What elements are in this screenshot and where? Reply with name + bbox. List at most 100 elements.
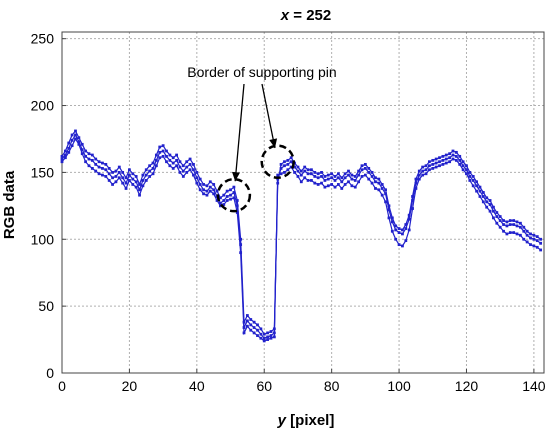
data-point	[438, 164, 441, 168]
data-point	[165, 149, 168, 153]
data-point	[471, 179, 475, 182]
data-point	[336, 176, 340, 180]
data-point	[461, 168, 465, 172]
data-point	[535, 239, 539, 243]
data-point	[107, 167, 111, 170]
data-point	[431, 167, 435, 170]
data-point	[107, 172, 111, 176]
data-point	[350, 184, 354, 188]
data-point	[502, 229, 505, 233]
data-point	[370, 171, 374, 174]
data-point	[539, 241, 543, 245]
data-point	[67, 141, 71, 145]
data-point	[272, 335, 276, 339]
data-point	[215, 199, 219, 202]
data-point	[148, 175, 152, 178]
data-point	[522, 229, 526, 233]
data-point	[458, 158, 462, 162]
data-point	[508, 231, 512, 234]
data-point	[313, 181, 317, 185]
data-point	[198, 183, 202, 186]
data-point	[380, 183, 384, 186]
data-point	[343, 172, 347, 176]
data-point	[80, 142, 84, 146]
data-point	[525, 233, 529, 237]
data-point	[104, 168, 108, 172]
data-point	[205, 189, 209, 193]
data-point	[229, 188, 232, 192]
data-point	[161, 154, 165, 158]
annotation-arrow	[234, 83, 245, 182]
data-point	[195, 176, 199, 180]
data-point	[131, 177, 135, 181]
y-tick-label: 250	[31, 31, 55, 47]
data-point	[529, 232, 532, 236]
chart-title: x = 252	[280, 7, 331, 24]
data-point	[475, 184, 478, 188]
data-point	[168, 153, 172, 157]
data-point	[242, 331, 246, 335]
data-point	[394, 228, 398, 232]
data-point	[296, 169, 300, 173]
data-point	[192, 162, 195, 166]
data-point	[168, 158, 172, 162]
data-point	[171, 161, 175, 165]
data-point	[363, 173, 367, 177]
data-point	[434, 161, 438, 165]
data-point	[374, 176, 377, 180]
data-point	[195, 171, 199, 174]
data-point	[138, 183, 141, 186]
data-point	[492, 216, 495, 220]
data-point	[259, 327, 263, 331]
data-point	[434, 157, 438, 161]
x-tick-label: 140	[522, 378, 546, 394]
data-point	[293, 171, 296, 174]
data-point	[175, 164, 179, 168]
data-point	[256, 323, 259, 327]
data-point	[269, 336, 273, 340]
data-point	[134, 180, 138, 184]
data-point	[74, 137, 77, 141]
data-point	[252, 320, 256, 324]
data-point	[471, 175, 475, 178]
data-point	[84, 160, 87, 164]
data-point	[441, 154, 445, 158]
data-point	[198, 177, 202, 181]
data-point	[512, 231, 516, 234]
data-point	[141, 173, 145, 177]
data-point	[380, 193, 384, 197]
x-tick-label: 40	[189, 378, 205, 394]
data-point	[498, 225, 502, 229]
data-point	[522, 225, 526, 229]
series-line-1	[61, 129, 542, 335]
data-point	[249, 323, 253, 327]
data-point	[154, 153, 158, 157]
data-point	[330, 172, 334, 176]
grid	[62, 32, 544, 373]
data-point	[171, 167, 175, 170]
x-tick-label: 80	[324, 378, 340, 394]
data-point	[128, 173, 131, 177]
data-point	[192, 173, 195, 177]
data-point	[525, 240, 529, 244]
data-point	[421, 165, 425, 169]
data-point	[495, 211, 499, 214]
data-point	[316, 172, 320, 176]
data-point	[252, 331, 256, 335]
data-point	[360, 164, 364, 168]
data-point	[97, 172, 101, 176]
data-point	[104, 175, 108, 178]
data-point	[215, 189, 219, 193]
series-line-2	[61, 133, 542, 339]
data-point	[367, 171, 371, 174]
data-point	[360, 168, 364, 172]
x-tick-label: 0	[58, 378, 66, 394]
data-point	[502, 223, 505, 226]
data-point	[404, 223, 408, 226]
data-point	[158, 156, 162, 160]
data-point	[222, 199, 226, 202]
data-point	[478, 195, 482, 198]
data-point	[293, 165, 296, 169]
data-point	[161, 149, 165, 153]
data-point	[357, 180, 361, 184]
